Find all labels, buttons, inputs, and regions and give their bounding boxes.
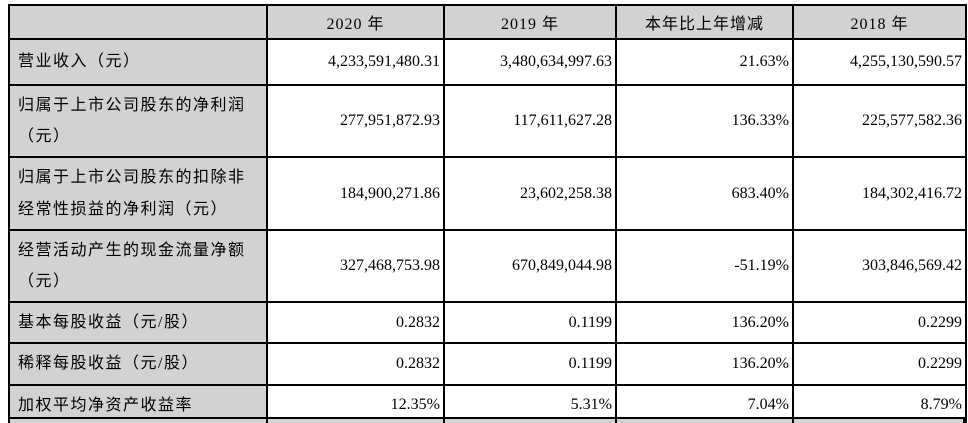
table-row-operating-cash-flow: 经营活动产生的现金流量净额（元） 327,468,753.98 670,849,…	[8, 228, 967, 304]
value-yoy-change: 136.20%	[615, 342, 794, 386]
row-label: 营业收入（元）	[8, 38, 268, 86]
key-financial-indicators-table: 2020 年 2019 年 本年比上年增减 2018 年 营业收入（元） 4,2…	[8, 4, 967, 423]
value-2018: 184,302,416.72	[792, 156, 967, 231]
column-header-2020: 2020 年	[266, 4, 445, 40]
value-yoy-change: -51.19%	[615, 228, 794, 304]
value-2020: 0.2832	[266, 342, 445, 386]
value-2019: 3,480,634,997.63	[443, 38, 617, 86]
table-row-net-profit: 归属于上市公司股东的净利润（元） 277,951,872.93 117,611,…	[8, 83, 967, 159]
value-2018: 4,255,130,590.57	[792, 38, 967, 86]
table-row-operating-revenue: 营业收入（元） 4,233,591,480.31 3,480,634,997.6…	[8, 38, 967, 86]
row-label: 加权平均净资产收益率	[8, 383, 268, 423]
value-yoy-change: 136.33%	[615, 83, 794, 159]
value-yoy-change: 7.04%	[615, 383, 794, 423]
column-divider	[266, 419, 268, 423]
value-2018: 0.2299	[792, 301, 967, 345]
column-divider	[443, 419, 445, 423]
value-2020: 184,900,271.86	[266, 156, 445, 231]
value-yoy-change: 21.63%	[615, 38, 794, 86]
value-2019: 23,602,258.38	[443, 156, 617, 231]
value-2020: 0.2832	[266, 301, 445, 345]
value-2018: 303,846,569.42	[792, 228, 967, 304]
value-2019: 5.31%	[443, 383, 617, 423]
row-label: 基本每股收益（元/股）	[8, 301, 268, 345]
value-2019: 0.1199	[443, 342, 617, 386]
value-2020: 327,468,753.98	[266, 228, 445, 304]
value-2019: 0.1199	[443, 301, 617, 345]
row-label: 经营活动产生的现金流量净额（元）	[8, 228, 268, 304]
value-2020: 4,233,591,480.31	[266, 38, 445, 86]
column-header-2019: 2019 年	[443, 4, 617, 40]
value-2018: 8.79%	[792, 383, 967, 423]
column-divider	[792, 419, 794, 423]
table-row-basic-eps: 基本每股收益（元/股） 0.2832 0.1199 136.20% 0.2299	[8, 301, 967, 345]
column-header-2018: 2018 年	[792, 4, 967, 40]
value-yoy-change: 683.40%	[615, 156, 794, 231]
row-label: 稀释每股收益（元/股）	[8, 342, 268, 386]
column-divider	[615, 419, 617, 423]
value-yoy-change: 136.20%	[615, 301, 794, 345]
table-row-weighted-avg-roe: 加权平均净资产收益率 12.35% 5.31% 7.04% 8.79%	[8, 383, 967, 423]
value-2020: 277,951,872.93	[266, 83, 445, 159]
column-header-blank	[8, 4, 268, 40]
value-2018: 225,577,582.36	[792, 83, 967, 159]
next-table-cutoff-fragment	[8, 417, 965, 423]
table-row-diluted-eps: 稀释每股收益（元/股） 0.2832 0.1199 136.20% 0.2299	[8, 342, 967, 386]
value-2019: 670,849,044.98	[443, 228, 617, 304]
row-label: 归属于上市公司股东的净利润（元）	[8, 83, 268, 159]
row-label: 归属于上市公司股东的扣除非经常性损益的净利润（元）	[8, 156, 268, 231]
value-2019: 117,611,627.28	[443, 83, 617, 159]
table-header-row: 2020 年 2019 年 本年比上年增减 2018 年	[8, 4, 967, 40]
table-row-net-profit-excl-nonrecurring: 归属于上市公司股东的扣除非经常性损益的净利润（元） 184,900,271.86…	[8, 156, 967, 231]
column-header-yoy-change: 本年比上年增减	[615, 4, 794, 40]
value-2020: 12.35%	[266, 383, 445, 423]
value-2018: 0.2299	[792, 342, 967, 386]
